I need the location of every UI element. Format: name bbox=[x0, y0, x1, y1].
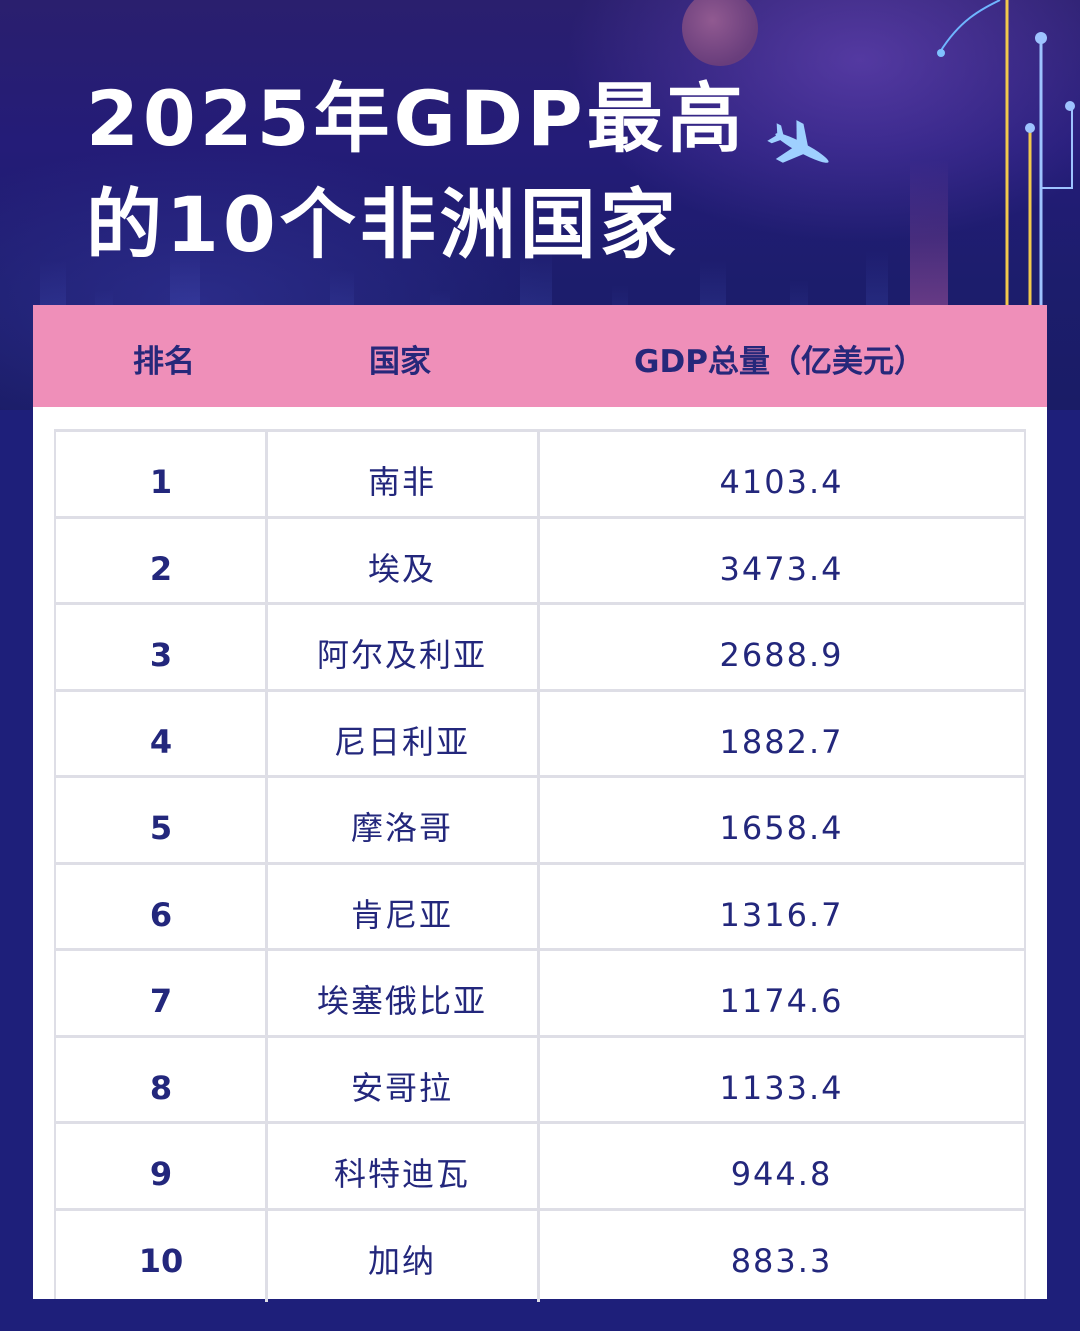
gdp-cell: 4103.4 bbox=[719, 463, 844, 501]
gdp-cell: 883.3 bbox=[730, 1241, 833, 1280]
rank-cell: 6 bbox=[149, 895, 173, 934]
header-rank: 排名 bbox=[133, 344, 195, 380]
rank-cell: 2 bbox=[149, 549, 173, 588]
country-cell: 科特迪瓦 bbox=[333, 1155, 470, 1193]
rank-cell: 3 bbox=[149, 636, 173, 674]
table-row: 3 阿尔及利亚 2688.9 bbox=[56, 605, 1024, 692]
gdp-cell: 1174.6 bbox=[719, 982, 844, 1020]
page-title: 2025年GDP最高 的10个非洲国家 bbox=[86, 66, 786, 278]
country-cell: 阿尔及利亚 bbox=[316, 636, 487, 674]
rank-cell: 10 bbox=[138, 1241, 184, 1280]
rank-cell: 8 bbox=[149, 1068, 173, 1107]
column-divider bbox=[265, 432, 268, 1302]
table-row: 1 南非 4103.4 bbox=[56, 432, 1024, 519]
gdp-cell: 944.8 bbox=[730, 1155, 833, 1193]
table-row: 4 尼日利亚 1882.7 bbox=[56, 692, 1024, 778]
gdp-cell: 1658.4 bbox=[719, 809, 844, 847]
table-row: 5 摩洛哥 1658.4 bbox=[56, 778, 1024, 865]
table-row: 8 安哥拉 1133.4 bbox=[56, 1038, 1024, 1124]
header-gdp: GDP总量（亿美元） bbox=[634, 344, 925, 380]
table-row: 2 埃及 3473.4 bbox=[56, 519, 1024, 605]
rank-cell: 7 bbox=[149, 982, 173, 1020]
airplane-icon bbox=[767, 120, 829, 163]
decorative-orb bbox=[682, 0, 758, 66]
gdp-cell: 1133.4 bbox=[719, 1068, 844, 1107]
table-row: 7 埃塞俄比亚 1174.6 bbox=[56, 951, 1024, 1038]
gdp-cell: 1882.7 bbox=[719, 722, 844, 761]
gdp-cell: 2688.9 bbox=[719, 636, 844, 674]
rank-cell: 4 bbox=[149, 722, 173, 761]
country-cell: 埃塞俄比亚 bbox=[316, 982, 487, 1020]
country-cell: 加纳 bbox=[367, 1241, 436, 1280]
table-header-row: 排名 国家 GDP总量（亿美元） bbox=[33, 305, 1047, 407]
header-country: 国家 bbox=[369, 344, 431, 380]
table-row: 10 加纳 883.3 bbox=[56, 1211, 1024, 1298]
country-cell: 安哥拉 bbox=[350, 1068, 453, 1107]
country-cell: 摩洛哥 bbox=[350, 809, 453, 847]
table-row: 9 科特迪瓦 944.8 bbox=[56, 1124, 1024, 1211]
country-cell: 尼日利亚 bbox=[333, 722, 470, 761]
column-divider bbox=[537, 432, 540, 1302]
rank-cell: 1 bbox=[149, 463, 173, 501]
country-cell: 南非 bbox=[367, 463, 436, 501]
table-row: 6 肯尼亚 1316.7 bbox=[56, 865, 1024, 951]
gdp-cell: 1316.7 bbox=[719, 895, 844, 934]
decorative-lines bbox=[937, 0, 1075, 305]
country-cell: 肯尼亚 bbox=[350, 895, 453, 934]
country-cell: 埃及 bbox=[367, 549, 436, 588]
rank-cell: 9 bbox=[149, 1155, 173, 1193]
rank-cell: 5 bbox=[149, 809, 173, 847]
table-body: 1 南非 4103.4 2 埃及 3473.4 3 阿尔及利亚 2688.9 4… bbox=[54, 429, 1026, 1302]
title-line-2: 的10个非洲国家 bbox=[86, 180, 680, 269]
gdp-cell: 3473.4 bbox=[719, 549, 844, 588]
ranking-table: 排名 国家 GDP总量（亿美元） 1 南非 4103.4 2 埃及 3473.4… bbox=[33, 305, 1047, 1302]
title-line-1: 2025年GDP最高 bbox=[86, 74, 747, 163]
